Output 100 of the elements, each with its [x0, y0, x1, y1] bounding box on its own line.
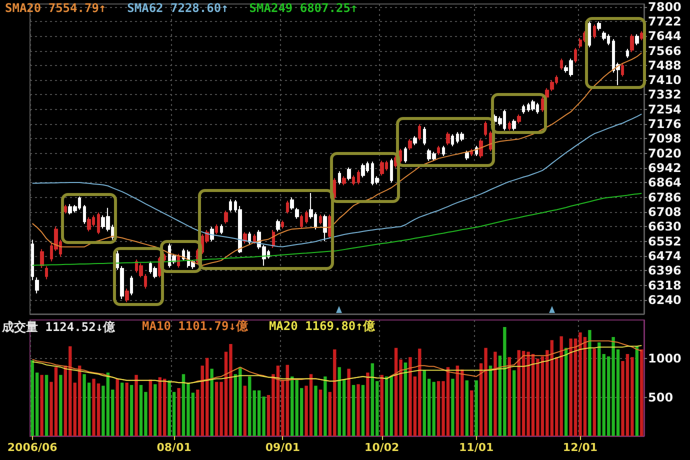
bar — [59, 374, 62, 436]
candlestick — [361, 163, 365, 178]
y-tick-label: 6474 — [648, 248, 682, 263]
candlestick — [380, 160, 384, 176]
text: MA20 1169.80↑億 — [268, 319, 376, 333]
x-tick-label: 11/01 — [459, 441, 494, 454]
y-tick-label: 6786 — [648, 190, 682, 204]
candlestick — [45, 266, 48, 280]
bar — [352, 384, 356, 436]
bar — [465, 380, 468, 436]
y-tick-label: 7488 — [648, 58, 682, 72]
candlestick — [390, 158, 393, 183]
candlestick — [286, 200, 289, 214]
candlestick — [305, 210, 308, 224]
candlestick — [602, 30, 606, 41]
candlestick — [437, 145, 440, 156]
bar — [243, 386, 247, 436]
y-tick-label: 6864 — [648, 176, 682, 190]
bar — [366, 372, 370, 436]
candlestick — [635, 34, 639, 46]
candlestick — [182, 248, 185, 262]
candlestick — [319, 214, 322, 225]
candlestick — [460, 132, 464, 142]
bar — [474, 380, 478, 436]
bar — [588, 330, 592, 436]
candlestick — [248, 231, 251, 245]
candlestick — [281, 220, 284, 230]
candlestick — [489, 130, 492, 152]
candlestick — [404, 146, 407, 164]
y-tick-label: 6630 — [648, 220, 682, 234]
candlestick — [220, 224, 223, 235]
x-tick-label: 10/02 — [364, 441, 400, 454]
candlestick — [465, 150, 469, 160]
candlestick — [295, 207, 299, 220]
bar — [78, 366, 82, 436]
candlestick — [333, 178, 336, 200]
y-tick-label: 7020 — [648, 146, 682, 160]
bar — [494, 352, 497, 436]
bar — [40, 374, 44, 436]
text: MA10 1101.79↓億 — [142, 319, 249, 333]
candlestick — [588, 20, 591, 48]
line-series — [32, 192, 642, 266]
bar — [404, 362, 408, 436]
candlestick — [451, 134, 454, 147]
candlestick — [597, 20, 601, 31]
chart-title: 成交量 1124.52↓億 — [1, 320, 116, 334]
candlestick — [418, 124, 421, 141]
candlestick — [508, 120, 511, 131]
bar — [314, 386, 318, 436]
candlestick — [560, 58, 563, 70]
y-tick-label: 6942 — [648, 161, 682, 176]
text: SMA20 7554.79↑ — [5, 1, 106, 15]
y-tick-label: 7800 — [648, 0, 682, 14]
candlestick — [87, 216, 91, 232]
y-tick-label: 7410 — [648, 73, 682, 88]
candlestick — [97, 212, 100, 235]
bar — [116, 378, 119, 436]
text: SMA249 6807.25↑ — [249, 1, 358, 15]
bar — [451, 378, 454, 436]
bar — [324, 376, 327, 436]
bar — [356, 384, 360, 436]
bar — [148, 380, 152, 436]
bar — [635, 346, 639, 436]
candlestick — [550, 80, 554, 92]
candlestick — [408, 138, 412, 150]
x-tick-label: 09/01 — [265, 441, 300, 454]
candlestick — [338, 170, 341, 185]
candlestick — [531, 99, 535, 112]
text: SMA62 7228.60↑ — [127, 1, 228, 15]
y-tick-label: 7176 — [648, 117, 682, 132]
bar — [125, 382, 128, 436]
candlestick — [413, 136, 417, 146]
x-tick-label: 08/01 — [156, 441, 192, 454]
bar — [361, 384, 365, 436]
candlestick — [640, 30, 643, 41]
bar — [508, 357, 511, 436]
candlestick — [144, 273, 147, 290]
candlestick — [517, 114, 521, 124]
bar — [488, 366, 492, 436]
y-tick-label: 7254 — [648, 102, 682, 116]
candlestick — [342, 176, 346, 186]
candlestick — [630, 34, 634, 53]
candlestick — [276, 218, 280, 232]
candlestick — [153, 266, 157, 279]
candlestick — [253, 234, 256, 244]
bar — [380, 374, 384, 436]
y-tick-label: 7644 — [648, 29, 682, 44]
candlestick — [357, 170, 360, 185]
line-series — [32, 114, 642, 248]
candlestick — [446, 132, 450, 146]
y-tick-label: 6396 — [648, 264, 682, 278]
bar — [120, 382, 124, 436]
bar — [564, 348, 568, 436]
candlestick — [224, 210, 228, 224]
bar — [130, 384, 134, 436]
candlestick — [621, 63, 624, 78]
bar — [592, 348, 596, 436]
bar — [512, 370, 516, 436]
candlestick — [64, 204, 67, 214]
bar — [640, 349, 644, 436]
